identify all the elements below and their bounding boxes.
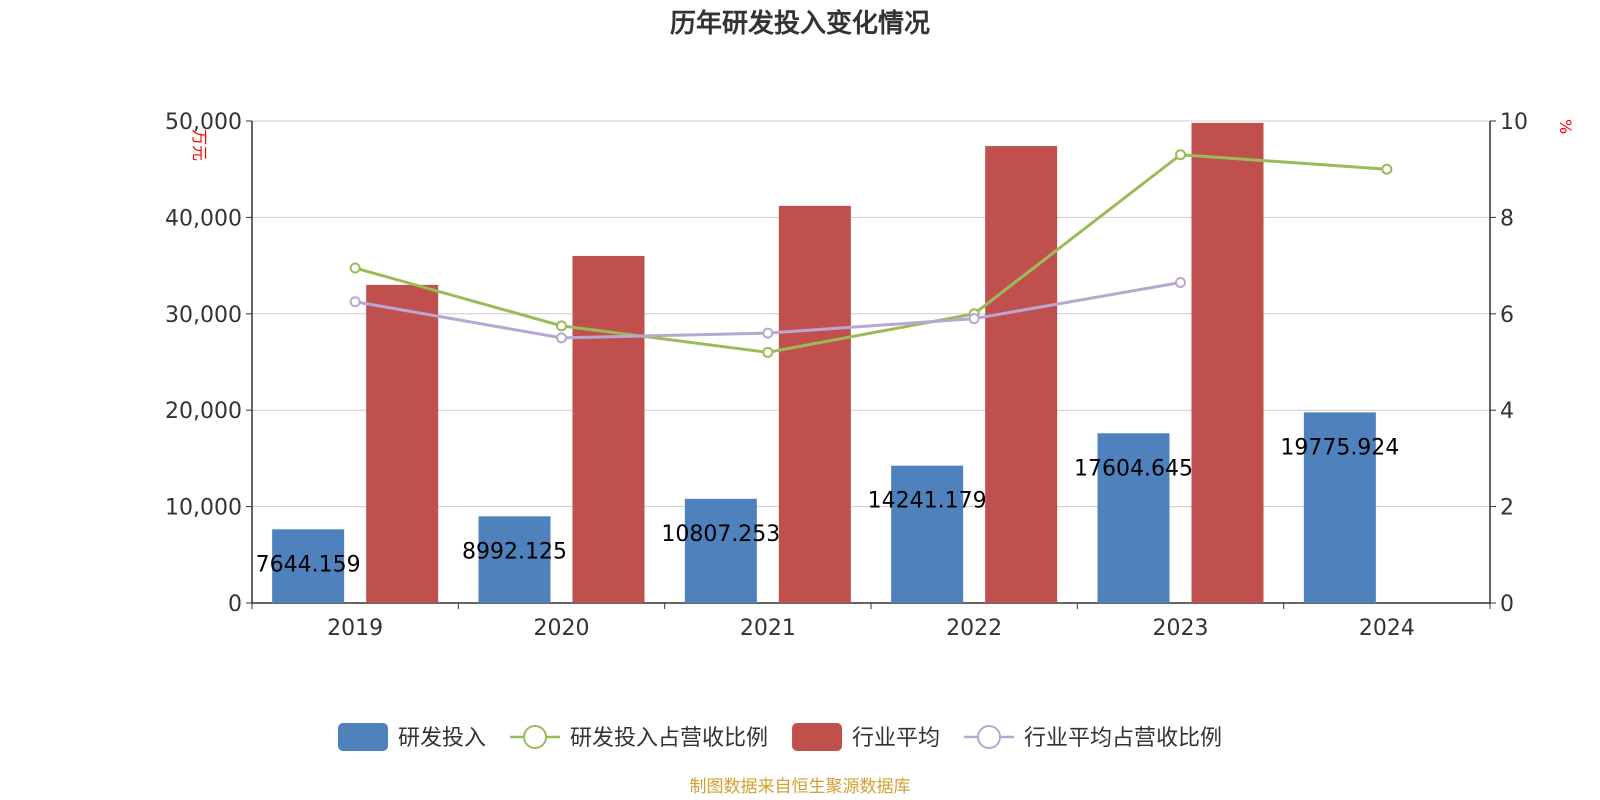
series-point	[1175, 276, 1186, 288]
data-label: 17604.645	[1074, 456, 1193, 481]
bar-rd-investment	[272, 529, 345, 603]
series-point	[556, 320, 567, 332]
legend-marker	[523, 725, 548, 749]
y-left-unit: 万元	[190, 129, 209, 161]
data-source-note: 制图数据来自恒生聚源数据库	[690, 777, 911, 797]
bar-rd-investment	[891, 465, 964, 603]
data-label: 19775.924	[1280, 435, 1399, 460]
y-left-tick-label: 50,000	[165, 110, 242, 135]
series-lines	[349, 149, 1393, 358]
grid-lines	[252, 120, 1490, 508]
x-tick-label: 2022	[946, 616, 1002, 641]
bar-rd-investment	[478, 516, 551, 603]
bar-industry-average	[985, 146, 1058, 603]
legend: 研发投入 研发投入占营收比例 行业平均 行业平均占营收比例	[338, 723, 1222, 751]
series-point	[349, 262, 361, 274]
y-left-tick-label: 0	[228, 592, 242, 617]
y-left-tick-label: 20,000	[165, 399, 242, 424]
series-point	[762, 346, 774, 358]
legend-label: 研发投入占营收比例	[570, 726, 768, 751]
data-labels: 7644.159 8992.125 10807.253 14241.179 17604.…	[256, 435, 1400, 577]
y-right-tick-label: 8	[1500, 206, 1514, 231]
series-line	[354, 153, 1387, 354]
y-right-tick-label: 2	[1500, 496, 1514, 521]
bar-rd-investment	[684, 498, 757, 603]
x-tick-label: 2023	[1153, 616, 1209, 641]
bar-rd-investment	[1097, 433, 1170, 603]
x-tick-label: 2021	[740, 616, 796, 641]
series-point	[762, 327, 774, 339]
y-right-tick-label: 10	[1500, 110, 1528, 135]
bars	[272, 122, 1376, 603]
legend-label: 行业平均占营收比例	[1024, 726, 1222, 751]
bar-industry-average	[1191, 122, 1264, 603]
y-right-tick-label: 4	[1500, 399, 1514, 424]
series-point	[349, 296, 361, 308]
series-point	[556, 332, 567, 344]
series-point	[968, 313, 980, 325]
bar-rd-investment	[1303, 412, 1376, 603]
legend-marker	[977, 725, 1002, 749]
series-point	[1175, 149, 1186, 161]
legend-label: 行业平均	[852, 726, 940, 751]
y-left-tick-label: 40,000	[165, 206, 242, 231]
data-label: 8992.125	[462, 539, 567, 564]
data-label: 14241.179	[868, 489, 987, 514]
y-left-tick-label: 10,000	[165, 496, 242, 521]
bar-industry-average	[366, 284, 439, 603]
y-right-tick-label: 0	[1500, 592, 1514, 617]
y-right-unit: %	[1556, 119, 1575, 134]
y-right-tick-label: 6	[1500, 303, 1514, 328]
y-left-tick-label: 30,000	[165, 303, 242, 328]
series-point	[1381, 163, 1393, 175]
bar-industry-average	[572, 255, 645, 603]
x-tick-label: 2019	[327, 616, 383, 641]
chart-title: 历年研发投入变化情况	[670, 8, 930, 39]
x-tick-label: 2020	[534, 616, 590, 641]
legend-label: 研发投入	[398, 726, 486, 751]
data-label: 7644.159	[256, 552, 361, 577]
axes: 0 10,000 20,000 30,000 40,000 50,000 0 2 4 6 8 10 万元…	[165, 110, 1575, 641]
x-tick-label: 2024	[1359, 616, 1415, 641]
bar-industry-average	[778, 205, 851, 603]
legend-swatch	[792, 723, 843, 751]
data-label: 10807.253	[661, 522, 780, 547]
legend-swatch	[338, 723, 388, 751]
